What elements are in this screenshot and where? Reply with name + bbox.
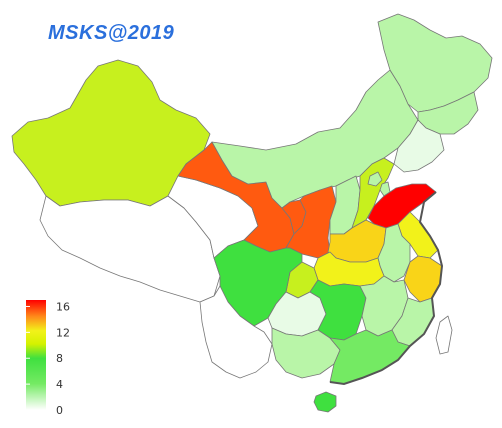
- province-hainan[interactable]: [313, 391, 337, 413]
- legend-tick-label: 0: [56, 404, 63, 417]
- legend-tick-label: 12: [56, 326, 70, 339]
- legend-tick-label: 16: [56, 300, 70, 313]
- province-liaoning[interactable]: [393, 119, 445, 173]
- province-zhejiang[interactable]: [403, 255, 443, 303]
- province-yunnan[interactable]: [199, 285, 273, 379]
- province-hebei[interactable]: [351, 157, 395, 229]
- province-tibet[interactable]: [39, 195, 221, 303]
- provinces-layer: [11, 13, 493, 413]
- legend-ticks: 0 4 8 12 16: [26, 300, 70, 417]
- map-title: MSKS@2019: [48, 22, 175, 44]
- province-taiwan[interactable]: [435, 315, 453, 355]
- province-inner-mongolia[interactable]: [211, 69, 419, 209]
- legend: 0 4 8 12 16: [26, 300, 70, 417]
- legend-colorbar: [26, 300, 46, 410]
- legend-tick-label: 8: [56, 352, 63, 365]
- legend-tick-label: 4: [56, 378, 63, 391]
- province-beijing[interactable]: [367, 171, 383, 187]
- coastline-accent: [329, 191, 444, 386]
